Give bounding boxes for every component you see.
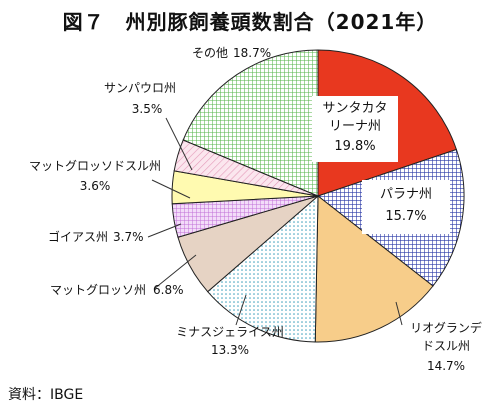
slice-name-label-3: リオグランデ	[410, 320, 482, 335]
slice-name-label-8: サンパウロ州	[104, 81, 176, 95]
slice-value-label-5: 6.8%	[153, 283, 184, 297]
pie-slice-9	[182, 49, 319, 197]
slice-name-label-1: サンタカタ	[322, 101, 387, 116]
slice-name-label-4: ミナスジェライス州	[176, 325, 284, 339]
leader-line-7	[151, 179, 191, 199]
pie-slice-4	[207, 194, 319, 343]
slice-name-label-6: ゴイアス州	[48, 229, 108, 244]
chart-title: 図７ 州別豚飼養頭数割合（2021年）	[62, 10, 438, 34]
slice-name-label-2: パラナ州	[380, 187, 432, 202]
slice-value-label-3: 14.7%	[427, 359, 465, 373]
slice-name-label-5: マットグロッソ州	[50, 283, 146, 297]
source-note: 資料：IBGE	[8, 387, 84, 403]
slice-value-label-4: 13.3%	[211, 343, 249, 357]
pie-slice-3	[314, 194, 434, 343]
leader-line-5	[153, 254, 197, 290]
leader-line-8	[165, 117, 193, 171]
slice-value-label-1: 19.8%	[334, 139, 375, 154]
slice-value-label-6: 3.7%	[113, 230, 144, 244]
slice-name-label-9: その他	[192, 46, 228, 60]
label-box-2	[362, 180, 450, 234]
label-box-1	[312, 96, 398, 162]
slice-name-label-7: マットグロッソドスル州	[29, 159, 161, 173]
leader-line-4	[235, 294, 247, 326]
slice-value-label-2: 15.7%	[385, 209, 426, 224]
slice-name-label-1: リーナ州	[329, 119, 381, 134]
slice-name-label-3: ドスル州	[422, 339, 470, 353]
slice-value-label-7: 3.6%	[80, 179, 111, 193]
leader-line-3	[395, 301, 403, 326]
slice-value-label-9: 18.7%	[233, 46, 271, 60]
leader-line-6	[147, 223, 182, 238]
slice-value-label-8: 3.5%	[132, 102, 163, 116]
